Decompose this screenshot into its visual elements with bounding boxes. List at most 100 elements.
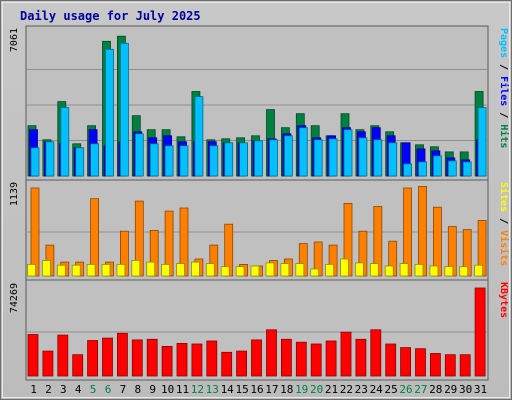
bar-sites-day-26 — [399, 263, 409, 277]
bar-pages-day-5 — [90, 143, 99, 177]
bar-kbytes-day-12 — [191, 343, 203, 377]
y-max-label: 1139 — [9, 182, 20, 206]
bar-kbytes-day-22 — [340, 331, 352, 377]
bar-visits-day-1 — [30, 187, 40, 277]
bar-sites-day-22 — [340, 258, 349, 277]
x-tick-label-day-10: 10 — [161, 383, 174, 396]
bar-kbytes-day-9 — [146, 338, 158, 377]
x-tick-label-day-29: 29 — [444, 383, 457, 396]
bar-kbytes-day-26 — [400, 347, 412, 377]
x-tick-label-day-24: 24 — [370, 383, 384, 396]
bar-pages-day-8 — [134, 133, 144, 177]
x-tick-label-day-15: 15 — [235, 383, 248, 396]
bar-pages-day-23 — [358, 137, 368, 177]
bar-visits-day-26 — [403, 187, 413, 277]
bar-sites-day-20 — [310, 268, 320, 277]
bar-pages-day-29 — [447, 160, 457, 177]
legend-separator: / — [498, 212, 509, 230]
x-tick-label-day-12: 12 — [191, 383, 204, 396]
x-tick-label-day-1: 1 — [30, 383, 37, 396]
bar-kbytes-day-10 — [161, 345, 173, 377]
x-tick-label-day-6: 6 — [105, 383, 112, 396]
bar-sites-day-14 — [220, 266, 230, 277]
bar-kbytes-day-8 — [131, 339, 143, 377]
bar-kbytes-day-15 — [236, 350, 248, 377]
legend-visits: Visits — [498, 230, 510, 266]
bar-pages-day-30 — [462, 161, 472, 177]
bar-pages-day-22 — [343, 129, 353, 177]
bar-pages-day-16 — [254, 140, 263, 177]
bar-pages-day-14 — [224, 142, 234, 177]
x-tick-label-day-9: 9 — [149, 383, 156, 396]
x-tick-label-day-30: 30 — [459, 383, 472, 396]
bar-pages-day-11 — [179, 145, 189, 177]
bar-pages-day-3 — [60, 107, 70, 177]
x-tick-label-day-18: 18 — [280, 383, 293, 396]
bar-pages-day-25 — [388, 142, 398, 177]
bar-sites-day-10 — [161, 263, 171, 277]
legend-hits: Hits — [498, 124, 510, 148]
bar-pages-day-27 — [418, 161, 427, 177]
bar-pages-day-15 — [239, 142, 249, 177]
x-tick-label-day-2: 2 — [45, 383, 52, 396]
bar-sites-day-28 — [429, 265, 439, 277]
bar-sites-day-21 — [325, 263, 335, 277]
bar-kbytes-day-18 — [280, 338, 292, 377]
panel-kbytes: 74269 KBytes — [9, 279, 509, 381]
bar-sites-day-9 — [146, 261, 156, 277]
bar-sites-day-1 — [27, 263, 36, 277]
bar-pages-day-7 — [120, 42, 129, 177]
bar-pages-day-17 — [269, 139, 278, 177]
bar-pages-day-28 — [432, 155, 442, 177]
x-tick-label-day-31: 31 — [474, 383, 487, 396]
bar-pages-day-18 — [283, 135, 293, 177]
x-tick-label-day-17: 17 — [265, 383, 278, 396]
x-tick-label-day-3: 3 — [60, 383, 67, 396]
panel-visits-sites: 1139 Sites / Visits — [9, 179, 510, 281]
bar-kbytes-day-13 — [206, 340, 218, 377]
bar-kbytes-day-20 — [310, 343, 322, 377]
legend-separator: / — [498, 58, 509, 76]
x-tick-label-day-11: 11 — [176, 383, 189, 396]
bar-kbytes-day-14 — [221, 351, 233, 377]
bar-kbytes-day-27 — [415, 348, 426, 377]
bar-kbytes-day-19 — [295, 341, 307, 377]
x-tick-label-day-4: 4 — [75, 383, 82, 396]
bar-sites-day-6 — [101, 263, 111, 277]
bar-kbytes-day-25 — [385, 343, 397, 377]
y-max-label: 7061 — [9, 28, 20, 52]
bar-kbytes-day-17 — [266, 329, 277, 377]
y-max-label: 74269 — [9, 283, 20, 313]
bar-sites-day-5 — [86, 263, 96, 277]
x-tick-label-day-23: 23 — [355, 383, 368, 396]
bar-pages-day-1 — [30, 147, 40, 177]
bar-sites-day-25 — [384, 265, 394, 277]
x-tick-label-day-26: 26 — [399, 383, 412, 396]
bar-kbytes-day-24 — [370, 329, 382, 377]
bar-kbytes-day-28 — [429, 353, 441, 377]
x-tick-label-day-13: 13 — [206, 383, 219, 396]
bar-kbytes-day-7 — [117, 332, 128, 377]
bar-sites-day-16 — [250, 265, 260, 277]
bar-kbytes-day-3 — [57, 334, 69, 377]
bar-sites-day-30 — [459, 266, 469, 277]
x-tick-label-day-8: 8 — [134, 383, 141, 396]
bar-kbytes-day-11 — [176, 342, 188, 377]
x-tick-label-day-20: 20 — [310, 383, 323, 396]
bar-kbytes-day-6 — [102, 337, 113, 377]
chart-title: Daily usage for July 2025 — [20, 9, 201, 23]
bar-sites-day-12 — [190, 261, 200, 277]
legend: KBytes — [498, 282, 509, 318]
bar-kbytes-day-5 — [87, 340, 98, 377]
x-tick-label-day-7: 7 — [120, 383, 127, 396]
bar-pages-day-9 — [149, 143, 159, 177]
bar-sites-day-3 — [56, 264, 66, 277]
x-tick-label-day-28: 28 — [429, 383, 442, 396]
bar-pages-day-19 — [298, 127, 308, 177]
x-tick-label-day-21: 21 — [325, 383, 338, 396]
bar-kbytes-day-21 — [325, 340, 337, 377]
legend-files: Files — [498, 76, 510, 106]
bar-sites-day-17 — [265, 262, 275, 277]
bar-pages-day-24 — [373, 139, 383, 177]
